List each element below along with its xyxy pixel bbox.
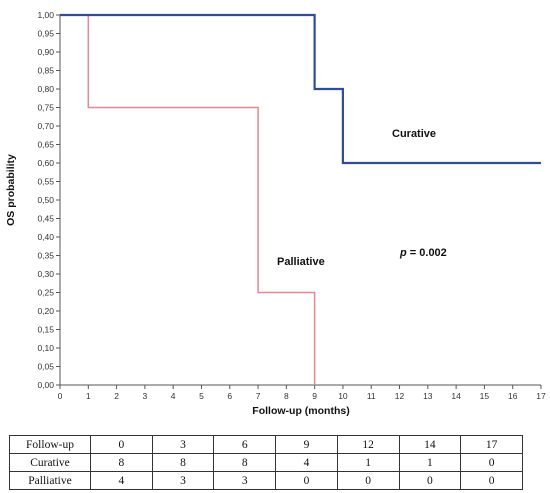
risk-table-header-label: Follow-up bbox=[9, 435, 91, 454]
risk-table-time: 9 bbox=[275, 435, 338, 454]
y-axis-label: OS probability bbox=[5, 154, 17, 226]
x-tick-label: 13 bbox=[423, 391, 433, 401]
y-tick-label: 0,25 bbox=[37, 288, 54, 298]
km-chart: 0,00 0,05 0,10 0,15 0,20 0,25 0,30 0,35 0,40 0,45… bbox=[5, 10, 546, 417]
y-tick-label: 0,40 bbox=[37, 232, 54, 242]
y-tick-label: 0,55 bbox=[37, 177, 54, 187]
risk-table-time: 0 bbox=[90, 435, 153, 454]
y-tick-label: 0,85 bbox=[37, 66, 54, 76]
risk-table-cell: 1 bbox=[398, 453, 462, 472]
x-tick-label: 16 bbox=[508, 391, 518, 401]
p-value-annotation: p = 0.002 bbox=[399, 247, 447, 259]
risk-table-cell: 8 bbox=[90, 453, 153, 472]
risk-table-cell: 8 bbox=[151, 453, 215, 472]
y-tick-label: 0,00 bbox=[37, 380, 54, 390]
x-tick-label: 4 bbox=[171, 391, 176, 401]
y-tick-label: 0,30 bbox=[37, 269, 54, 279]
risk-table-header-row: Follow-up 0 3 6 9 12 14 17 bbox=[9, 435, 523, 454]
x-axis-label: Follow-up (months) bbox=[252, 405, 349, 417]
y-tick-label: 1,00 bbox=[37, 10, 54, 20]
x-tick-label: 1 bbox=[86, 391, 91, 401]
risk-table-cell: 4 bbox=[275, 453, 338, 472]
x-tick-label: 15 bbox=[480, 391, 490, 401]
x-tick-label: 17 bbox=[536, 391, 546, 401]
x-tick-label: 14 bbox=[451, 391, 461, 401]
x-tick-label: 10 bbox=[338, 391, 348, 401]
x-tick-label: 9 bbox=[312, 391, 317, 401]
x-tick-label: 5 bbox=[199, 391, 204, 401]
risk-table-cell: 0 bbox=[336, 471, 400, 490]
risk-table-time: 14 bbox=[398, 435, 462, 454]
y-tick-label: 0,35 bbox=[37, 251, 54, 261]
series-line-curative bbox=[60, 13, 541, 165]
risk-table-cell: 8 bbox=[213, 453, 277, 472]
y-tick-label: 0,70 bbox=[37, 121, 54, 131]
y-tick-label: 0,95 bbox=[37, 29, 54, 39]
series-line-palliative bbox=[60, 14, 316, 385]
y-tick-label: 0,75 bbox=[37, 103, 54, 113]
x-tick-label: 8 bbox=[284, 391, 289, 401]
x-tick-label: 12 bbox=[395, 391, 405, 401]
risk-table-cell: 3 bbox=[151, 471, 215, 490]
risk-table-row-label: Curative bbox=[9, 453, 91, 472]
y-tick-label: 0,20 bbox=[37, 306, 54, 316]
x-tick-label: 2 bbox=[114, 391, 119, 401]
risk-table-cell: 0 bbox=[460, 453, 523, 472]
p-value-symbol: p bbox=[399, 247, 407, 259]
risk-table-time: 17 bbox=[460, 435, 523, 454]
risk-table-row-palliative: Palliative 4 3 3 0 0 0 0 bbox=[9, 471, 523, 490]
x-tick-label: 6 bbox=[227, 391, 232, 401]
risk-table: Follow-up 0 3 6 9 12 14 17 Curative 8 8 … bbox=[9, 435, 523, 490]
palliative-label: Palliative bbox=[277, 256, 325, 268]
y-tick-label: 0,45 bbox=[37, 214, 54, 224]
y-tick-label: 0,60 bbox=[37, 158, 54, 168]
risk-table-cell: 0 bbox=[398, 471, 462, 490]
y-tick-label: 0,80 bbox=[37, 84, 54, 94]
x-tick-label: 11 bbox=[367, 391, 376, 401]
p-value-text: = 0.002 bbox=[407, 247, 447, 259]
risk-table-cell: 4 bbox=[90, 471, 153, 490]
x-tick-label: 3 bbox=[143, 391, 148, 401]
curative-label: Curative bbox=[392, 128, 436, 140]
y-tick-label: 0,50 bbox=[37, 195, 54, 205]
x-tick-label: 7 bbox=[256, 391, 261, 401]
risk-table-cell: 0 bbox=[275, 471, 338, 490]
risk-table-cell: 1 bbox=[336, 453, 400, 472]
y-tick-label: 0,05 bbox=[37, 362, 54, 372]
axes: 0,00 0,05 0,10 0,15 0,20 0,25 0,30 0,35 0,40 0,45… bbox=[37, 10, 546, 401]
risk-table-row-label: Palliative bbox=[9, 471, 91, 490]
risk-table-time: 12 bbox=[336, 435, 400, 454]
risk-table-cell: 3 bbox=[213, 471, 277, 490]
series-group bbox=[60, 13, 541, 385]
risk-table-row-curative: Curative 8 8 8 4 1 1 0 bbox=[9, 453, 523, 472]
y-tick-label: 0,10 bbox=[37, 343, 54, 353]
y-tick-label: 0,65 bbox=[37, 140, 54, 150]
y-tick-label: 0,90 bbox=[37, 47, 54, 57]
risk-table-cell: 0 bbox=[460, 471, 523, 490]
y-tick-label: 0,15 bbox=[37, 325, 54, 335]
risk-table-time: 3 bbox=[151, 435, 215, 454]
x-tick-label: 0 bbox=[58, 391, 63, 401]
risk-table-time: 6 bbox=[213, 435, 277, 454]
